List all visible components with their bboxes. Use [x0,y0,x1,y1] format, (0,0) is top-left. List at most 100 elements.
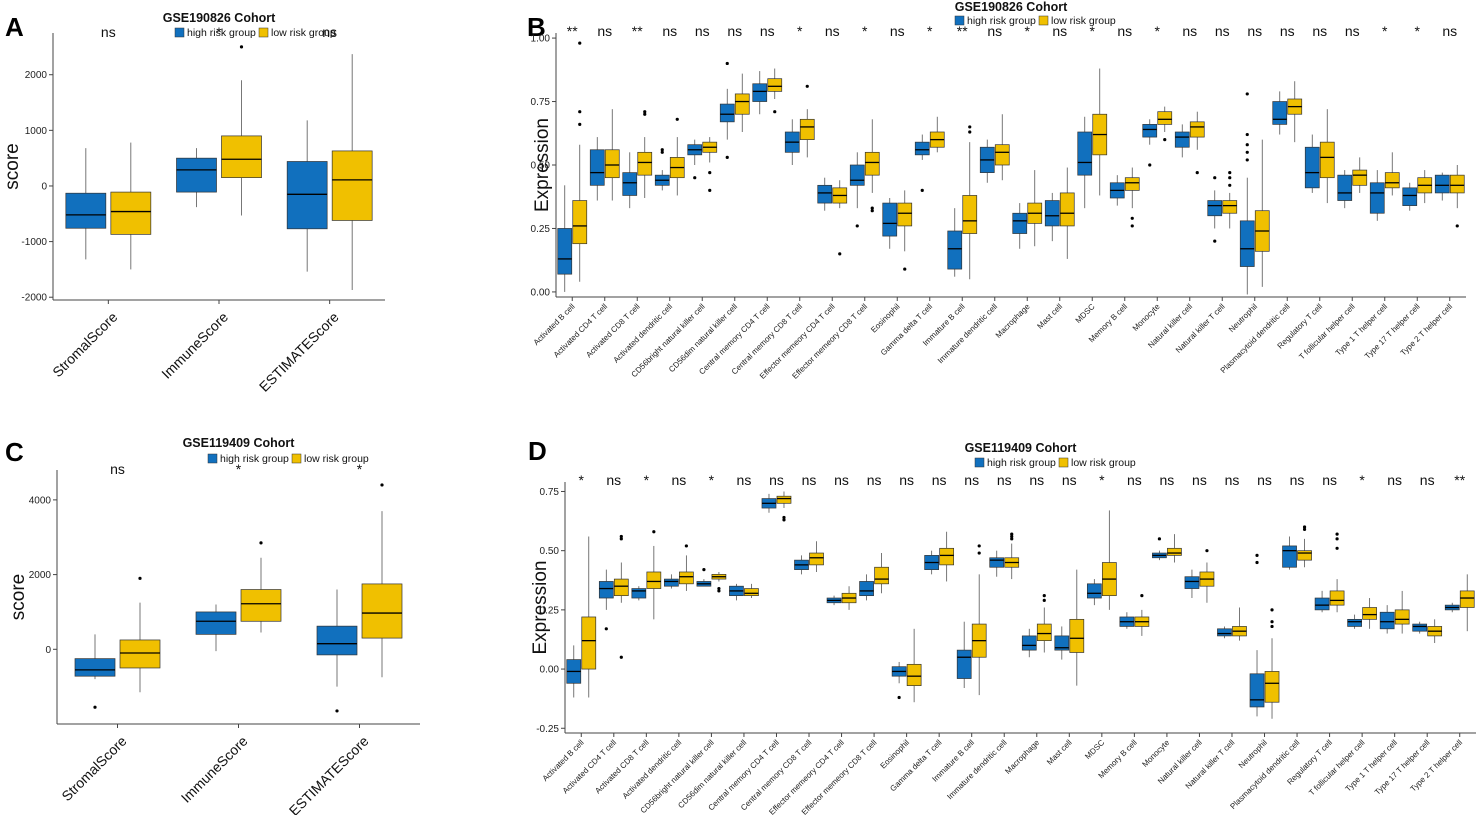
significance-label: ns [1442,23,1457,39]
box-body [1434,174,1450,194]
box-body [176,157,217,193]
significance-label: * [1090,23,1096,39]
chart-title: GSE190826 Cohort [163,11,276,25]
box-high [817,177,833,211]
box-high [859,574,874,601]
x-tick-label: Macrophage [1003,738,1041,776]
y-tick-label: 0 [41,181,47,192]
outlier-point [643,110,647,114]
box-body [1272,101,1288,125]
box-body [637,151,653,176]
box-low [1069,569,1085,686]
box-high [914,134,930,192]
significance-label: * [1099,472,1105,488]
chart-title: GSE190826 Cohort [955,0,1068,14]
significance-label: ns [997,472,1012,488]
box-low [1329,532,1345,613]
outlier-point [1228,171,1232,175]
x-tick-label: Neutrophil [1227,302,1259,334]
box-low [1449,165,1465,228]
box-low [906,628,922,703]
x-tick-label: Immature dendritic cell [945,738,1008,801]
significance-label: ns [760,23,775,39]
box-high [826,595,842,606]
outlier-point [717,586,721,591]
chart-title: GSE119409 Cohort [183,436,296,450]
significance-label: * [236,461,242,477]
x-tick-label: Monocyte [1140,738,1171,769]
outlier-point [1245,132,1249,137]
legend-label-high: high risk group [967,15,1036,27]
x-tick-label: Immature dendritic cell [936,302,999,365]
outlier-point [725,61,729,66]
box-body [1304,146,1320,189]
box-low [874,553,889,594]
y-axis-label: score [2,143,23,189]
box-body [1239,220,1255,267]
outlier-point [968,125,972,129]
box-low [604,109,620,201]
x-tick-label: Activated CD8 T cell [593,738,651,796]
outlier-point [1163,138,1167,142]
box-low [1287,81,1303,143]
box-body [1054,635,1070,651]
significance-label: ns [890,23,905,39]
box-body [1077,131,1093,176]
box-high [784,119,800,165]
box-high [729,583,744,601]
significance-label: ns [1062,472,1077,488]
outlier-point [968,130,972,134]
box-high [849,152,865,228]
outlier-point [805,84,809,88]
outlier-point [1245,150,1249,154]
x-tick-label: Activated CD8 T cell [584,302,642,360]
panel-a: A GSE190826 Cohort high risk group low risk… [2,11,385,395]
box-high [1021,628,1037,658]
box-body [1362,607,1377,620]
x-tick-label: MDSC [1074,302,1097,325]
box-body [598,581,614,599]
box-body [679,571,694,585]
outlier-point [903,267,907,271]
box-low [832,180,848,256]
x-tick-label: Mast cell [1045,738,1074,767]
box-high [622,152,638,209]
outlier-point [717,589,721,593]
box-body [1069,618,1085,653]
legend-label-high: high risk group [220,453,289,465]
box-body [897,202,913,227]
box-body [1264,671,1280,703]
box-low [994,114,1010,181]
box-body [906,663,922,686]
box-high [1347,614,1362,629]
x-tick-label: T follicular helper cell [1307,738,1367,798]
y-tick-label: 0 [45,645,51,656]
box-low [962,125,978,280]
x-tick-label: T follicular helper cell [1297,302,1357,362]
box-low [1362,598,1377,629]
outlier-point [1228,176,1232,180]
outlier-point [1205,549,1209,553]
outlier-point [660,148,664,152]
box-body [65,192,107,229]
outlier-point [684,544,688,548]
box-high [1314,590,1330,613]
box-body [1207,200,1223,217]
y-tick-label: 1.00 [531,34,551,45]
legend-label-low: low risk group [271,27,336,39]
box-low [1027,170,1043,247]
legend-label-low: low risk group [304,453,369,465]
box-body [331,150,373,221]
significance-label: ns [1290,472,1305,488]
box-low [1394,590,1410,634]
chart-title: GSE119409 Cohort [965,441,1078,455]
outlier-point [725,155,729,159]
outlier-point [1148,163,1152,167]
y-tick-label: 0.50 [531,161,551,172]
outlier-point [1157,537,1162,541]
outlier-point [1042,594,1046,598]
box-low [767,68,783,114]
significance-label: ns [1192,472,1207,488]
legend-swatch-high [207,453,218,464]
box-low [361,483,403,678]
